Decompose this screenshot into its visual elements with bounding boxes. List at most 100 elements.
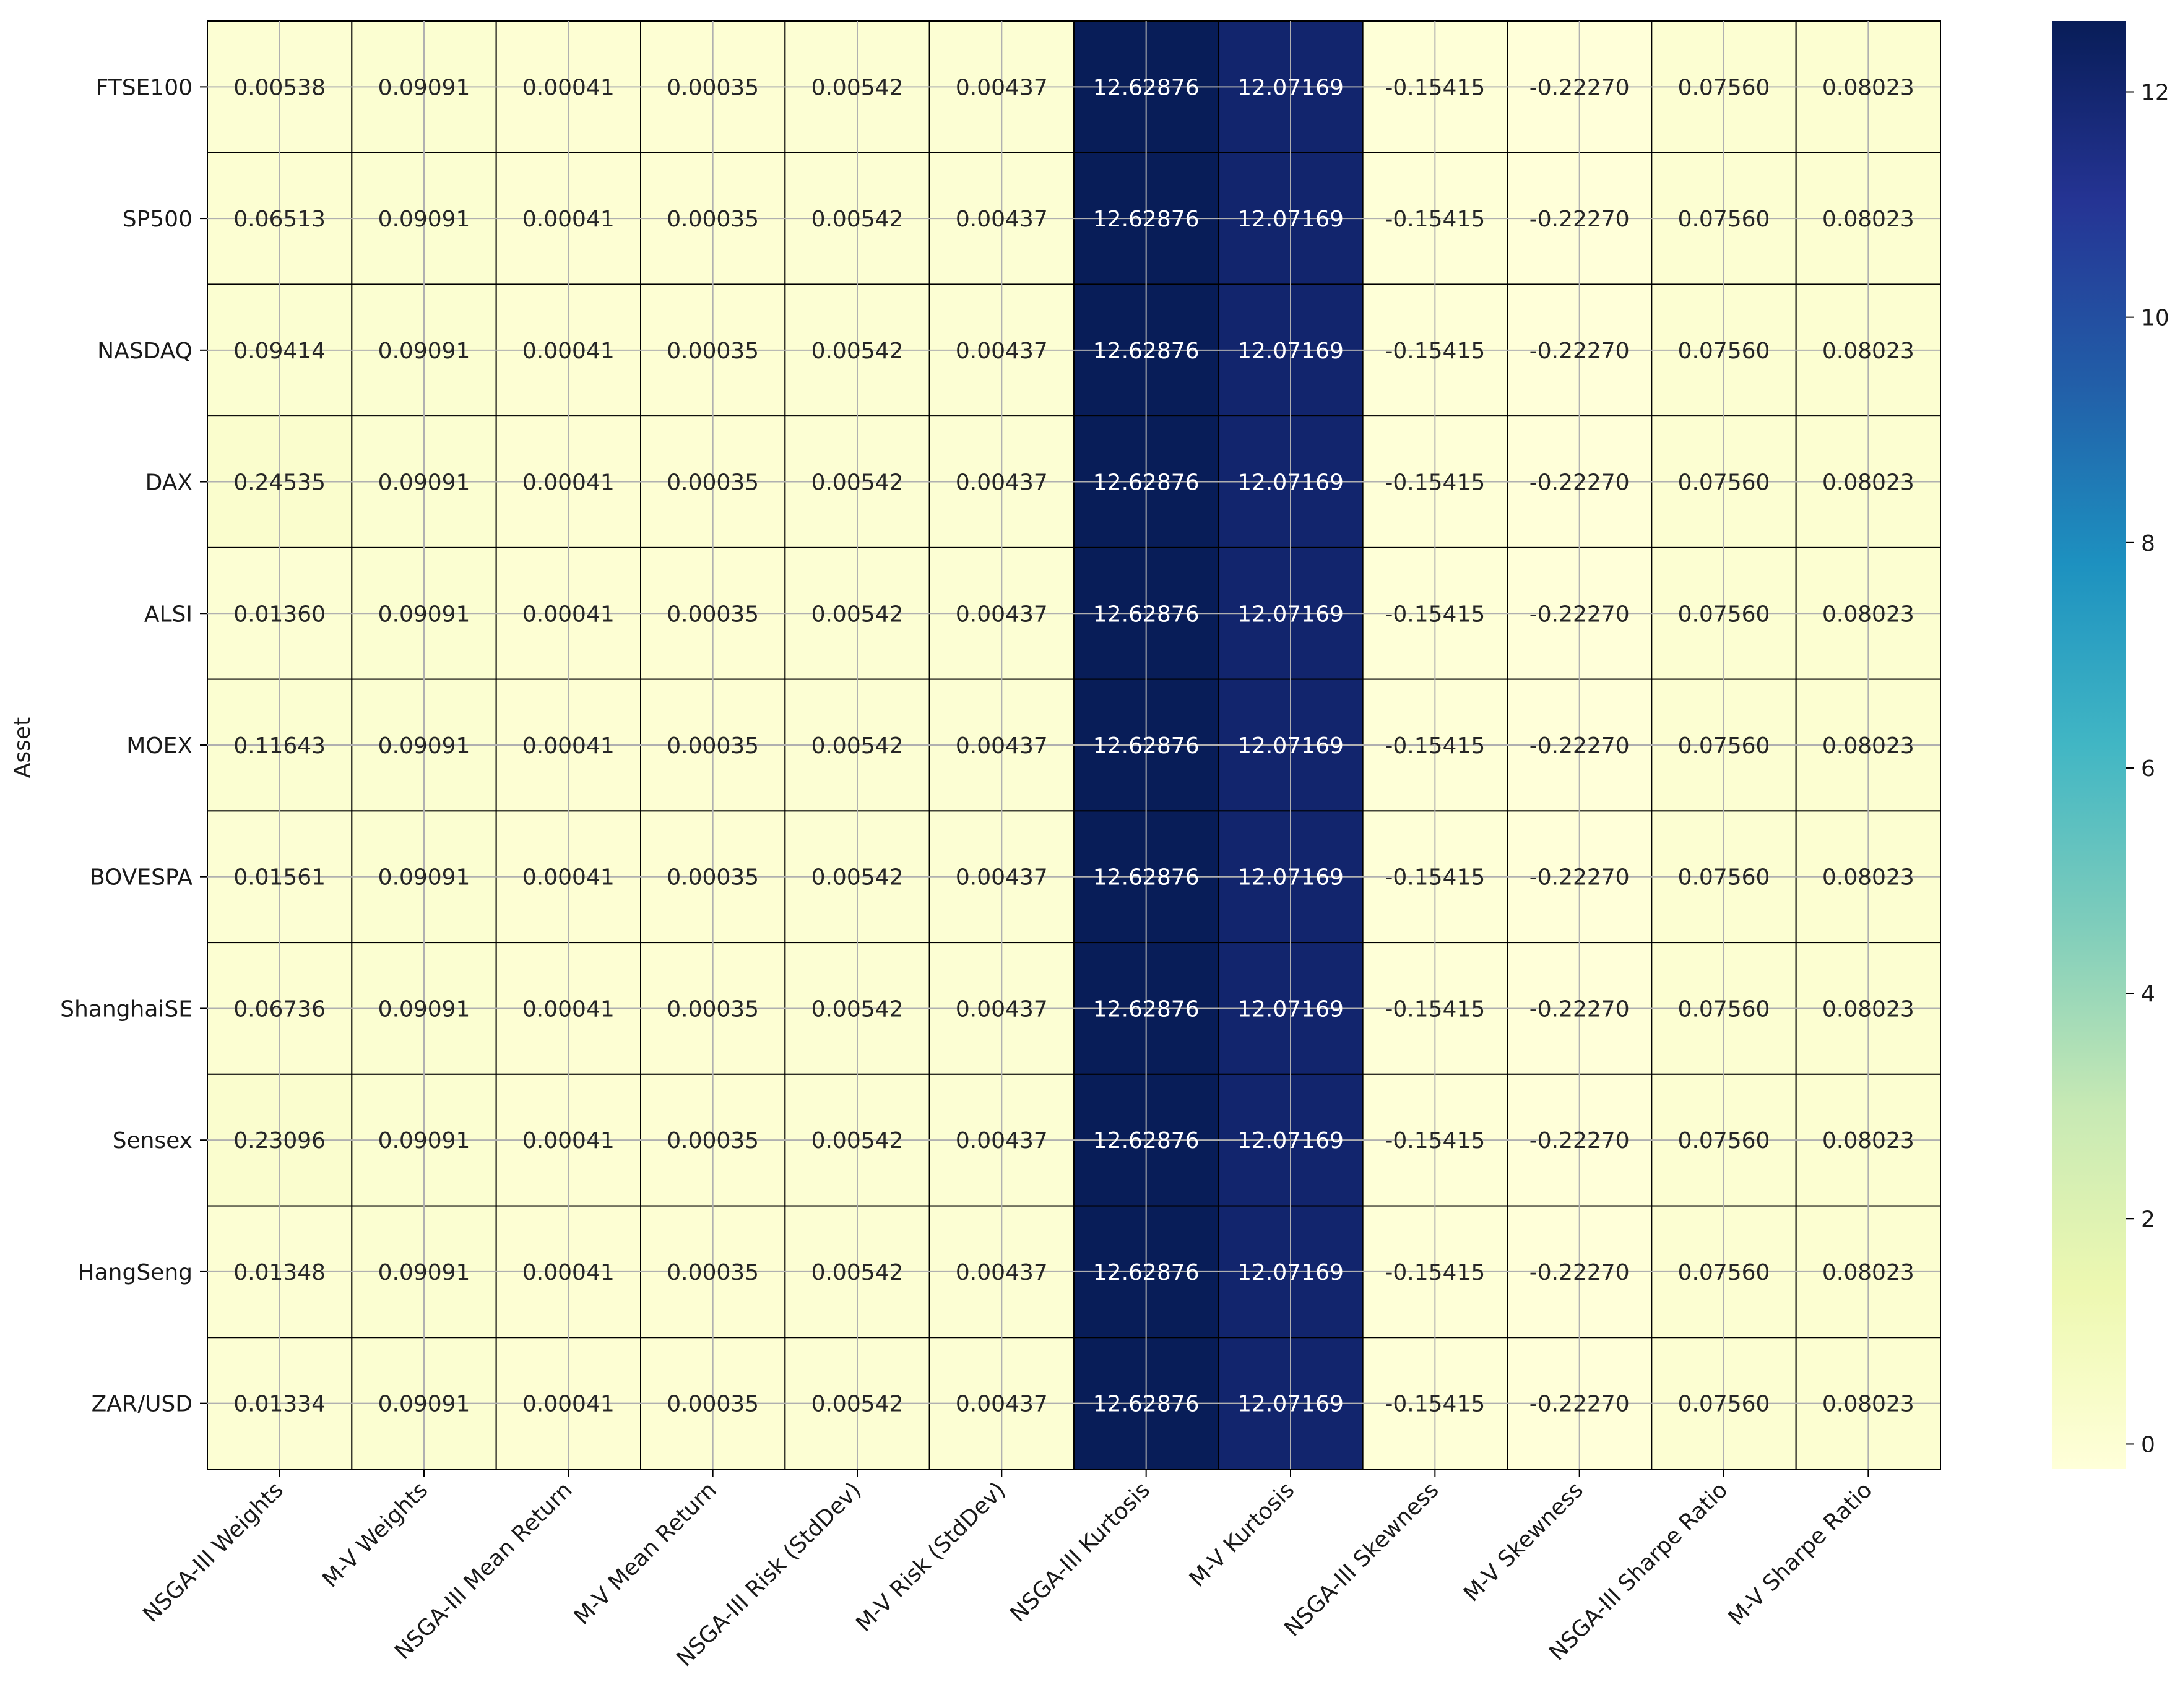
cell-value-label: -0.22270 [1529,1260,1630,1285]
cell-value-label: 0.00437 [956,1128,1048,1154]
cell-value-label: 12.62876 [1093,1128,1200,1154]
colorbar-tick-label: 6 [2141,756,2155,782]
cell-value-label: 12.07169 [1237,733,1344,759]
cell-value-label: -0.22270 [1529,1392,1630,1417]
cell-value-label: -0.15415 [1385,733,1485,759]
y-tick-label: BOVESPA [90,865,192,891]
cell-value-label: 0.00542 [811,996,904,1022]
cell-value-label: 0.07560 [1678,1260,1770,1285]
cell-value-label: 0.01348 [233,1260,326,1285]
y-tick-label: ALSI [144,602,192,627]
cell-value-label: 0.00035 [667,75,759,100]
cell-value-label: -0.22270 [1529,602,1630,627]
y-tick-label: MOEX [126,733,192,759]
cell-value-label: -0.15415 [1385,207,1485,232]
y-tick-label: FTSE100 [96,75,192,100]
y-tick-label: SP500 [123,207,192,232]
cell-value-label: 12.07169 [1237,339,1344,364]
cell-value-label: 0.08023 [1822,207,1914,232]
cell-value-label: 12.07169 [1237,75,1344,100]
colorbar-tick-label: 10 [2141,306,2169,331]
cell-value-label: 0.07560 [1678,470,1770,496]
x-tick-label: M-V Mean Return [569,1477,722,1629]
x-tick-label: M-V Sharpe Ratio [1724,1477,1877,1631]
cell-value-label: 0.08023 [1822,470,1914,496]
cell-value-label: -0.22270 [1529,339,1630,364]
cell-value-label: 0.00041 [522,75,615,100]
cell-value-label: -0.22270 [1529,733,1630,759]
cell-value-label: 0.00437 [956,339,1048,364]
colorbar-tick-label: 0 [2141,1432,2155,1457]
cell-value-label: 0.00035 [667,733,759,759]
cell-value-label: 12.62876 [1093,470,1200,496]
cell-value-label: 0.00035 [667,207,759,232]
x-tick-label: M-V Skewness [1459,1477,1588,1607]
cell-value-label: 12.07169 [1237,865,1344,891]
cell-value-label: -0.15415 [1385,1128,1485,1154]
colorbar-tick-label: 4 [2141,981,2155,1007]
cell-value-label: 0.09091 [378,339,470,364]
cell-value-label: 0.08023 [1822,996,1914,1022]
cell-value-label: 0.09091 [378,733,470,759]
cell-value-label: -0.22270 [1529,865,1630,891]
cell-value-label: 12.62876 [1093,75,1200,100]
cell-value-label: 0.00542 [811,733,904,759]
cell-value-label: 0.07560 [1678,207,1770,232]
cell-value-label: 0.00041 [522,733,615,759]
cell-value-label: 0.00041 [522,207,615,232]
cell-value-label: 0.08023 [1822,75,1914,100]
cell-value-label: 0.00542 [811,865,904,891]
cell-value-label: 0.09091 [378,470,470,496]
cell-value-label: 0.09091 [378,1128,470,1154]
cell-value-label: 0.09414 [233,339,326,364]
cell-value-label: 12.07169 [1237,207,1344,232]
cell-value-label: 0.00437 [956,733,1048,759]
y-tick-label: HangSeng [78,1260,192,1285]
x-tick-label: M-V Kurtosis [1185,1477,1299,1592]
cell-value-label: 0.00542 [811,1260,904,1285]
cell-value-label: 0.01360 [233,602,326,627]
cell-value-label: 0.00041 [522,996,615,1022]
cell-value-label: -0.15415 [1385,996,1485,1022]
cell-value-label: 0.00035 [667,602,759,627]
cell-value-label: 0.00041 [522,602,615,627]
cell-value-label: 0.00437 [956,1260,1048,1285]
cell-value-label: 0.00041 [522,1392,615,1417]
cell-value-label: 0.00041 [522,1260,615,1285]
cell-value-label: -0.22270 [1529,470,1630,496]
cell-value-label: -0.15415 [1385,470,1485,496]
cell-value-label: 12.07169 [1237,602,1344,627]
x-tick-label: NSGA-III Kurtosis [1005,1477,1155,1627]
cell-value-label: 0.00035 [667,339,759,364]
cell-value-label: 12.62876 [1093,602,1200,627]
cell-value-label: 0.08023 [1822,1392,1914,1417]
cell-value-label: -0.15415 [1385,865,1485,891]
cell-value-label: 0.00035 [667,1392,759,1417]
cell-value-label: 12.62876 [1093,733,1200,759]
cell-value-label: 12.07169 [1237,996,1344,1022]
y-tick-label: Sensex [113,1128,192,1154]
x-tick-label: M-V Risk (StdDev) [851,1477,1010,1636]
cell-value-label: 0.11643 [233,733,326,759]
cell-value-label: 0.00035 [667,470,759,496]
cell-value-label: 0.09091 [378,602,470,627]
colorbar-tick-label: 2 [2141,1207,2155,1232]
cell-value-label: 0.07560 [1678,1392,1770,1417]
cell-value-label: 0.00437 [956,207,1048,232]
cell-value-label: 0.00041 [522,865,615,891]
cell-value-label: 12.62876 [1093,1392,1200,1417]
cell-value-label: -0.15415 [1385,602,1485,627]
y-tick-label: ZAR/USD [92,1392,192,1417]
cell-value-label: 0.09091 [378,75,470,100]
cell-value-label: -0.22270 [1529,1128,1630,1154]
cell-value-label: 0.07560 [1678,602,1770,627]
cell-value-label: 0.00542 [811,602,904,627]
cell-value-label: -0.15415 [1385,1260,1485,1285]
y-axis-label: Asset [10,717,35,778]
cell-value-label: 0.09091 [378,1260,470,1285]
cell-value-label: 0.00538 [233,75,326,100]
y-tick-label: ShanghaiSE [60,996,192,1022]
cell-value-label: 0.09091 [378,996,470,1022]
cell-value-label: 0.06736 [233,996,326,1022]
